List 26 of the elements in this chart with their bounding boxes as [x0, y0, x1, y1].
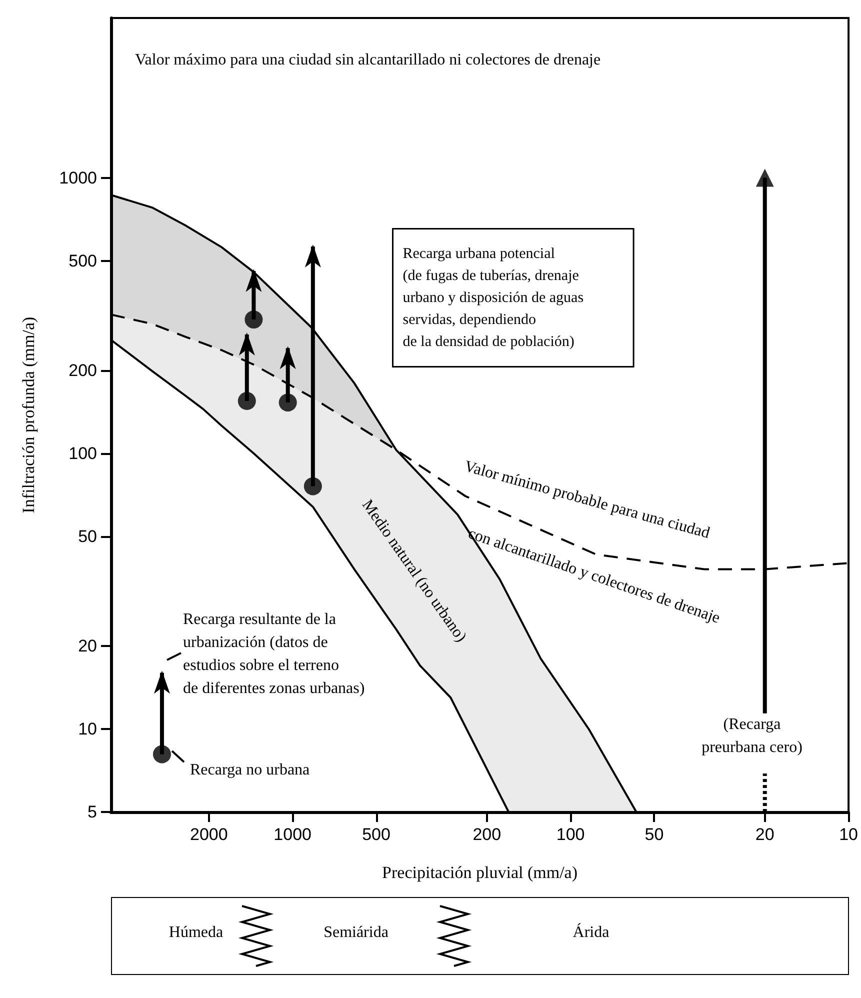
text: Árida: [572, 924, 610, 942]
annotation: (Recarga preurbana cero): [702, 716, 802, 756]
x-axis-title: Precipitación pluvial (mm/a): [382, 863, 578, 882]
annotation: Recarga resultante de la urbanización (datos de estudios sobre el terreno de diferentes zonas urbanas): [183, 611, 365, 697]
text: Húmeda: [168, 924, 224, 942]
x-tick-label: 100: [556, 825, 585, 844]
y-tick-label: 50: [78, 526, 97, 546]
y-tick-label: 10: [78, 720, 97, 739]
y-tick-label: 20: [78, 636, 97, 656]
x-tick-label: 10: [839, 825, 858, 844]
y-tick-label: 5: [88, 802, 97, 822]
y-axis-title: Infiltración profunda (mm/a): [19, 316, 38, 514]
annotation: Valor máximo para una ciudad sin alcantarillado ni colectores de drenaje: [135, 52, 601, 68]
x-tick-label: 2000: [190, 825, 228, 844]
y-tick-label: 1000: [59, 168, 97, 188]
x-tick-label: 50: [644, 825, 664, 844]
y-tick-label: 500: [68, 251, 97, 270]
x-tick-label: 200: [472, 825, 502, 844]
annotation: Recarga no urbana: [190, 762, 310, 778]
x-tick-label: 500: [362, 825, 390, 844]
annotation: Recarga urbana potencial (de fugas de tuberías, drenaje urbano y disposición de aguas servidas, dependiendo de la densidad de población): [402, 246, 584, 350]
text: Semiárida: [324, 924, 388, 942]
x-tick-label: 20: [755, 825, 774, 844]
y-tick-label: 200: [68, 360, 97, 380]
y-tick-label: 100: [68, 444, 97, 463]
x-tick-label: 1000: [274, 825, 312, 844]
